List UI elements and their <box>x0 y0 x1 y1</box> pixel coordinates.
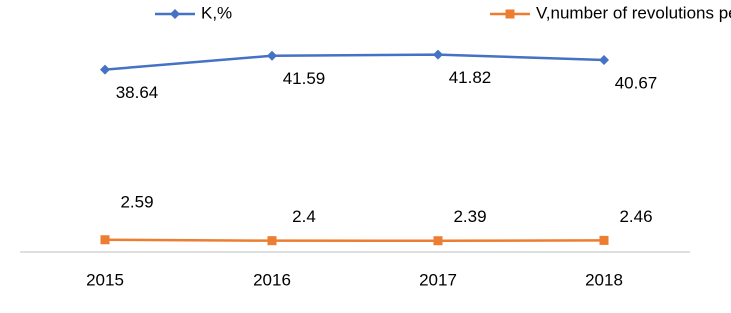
point <box>170 9 180 19</box>
point <box>267 236 277 246</box>
legend-label: V,number of revolutions per year <box>536 3 731 22</box>
point <box>267 50 277 61</box>
legend-label: K,% <box>201 3 232 22</box>
point <box>433 236 443 246</box>
x-tick-label: 2018 <box>585 270 623 289</box>
data-label: 40.67 <box>615 74 658 93</box>
data-label: 2.46 <box>619 207 652 226</box>
data-label: 41.59 <box>283 69 326 88</box>
data-label: 2.4 <box>292 207 316 226</box>
point <box>433 49 443 60</box>
point <box>505 9 515 19</box>
data-label: 41.82 <box>449 68 492 87</box>
series-line <box>104 238 605 242</box>
point <box>100 64 110 75</box>
x-tick-label: 2017 <box>419 270 457 289</box>
point <box>599 235 609 245</box>
point <box>100 235 110 245</box>
data-label: 38.64 <box>116 83 159 102</box>
point <box>599 55 609 66</box>
data-label: 2.39 <box>453 207 486 226</box>
x-tick-label: 2016 <box>253 270 291 289</box>
x-tick-label: 2015 <box>86 270 124 289</box>
series-line <box>104 53 605 71</box>
data-label: 2.59 <box>120 192 153 211</box>
